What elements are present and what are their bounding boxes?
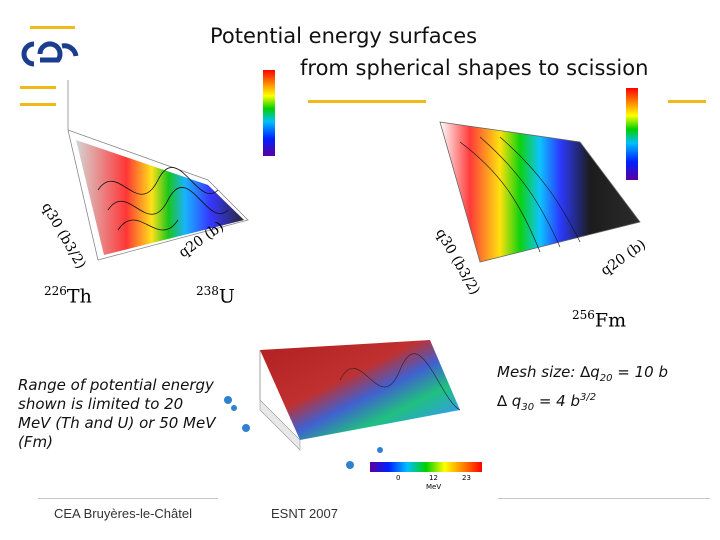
logo-bar-left2: [20, 103, 56, 106]
footer-organization: CEA Bruyères-le-Châtel: [54, 506, 192, 521]
nucleus-label-u: 238U: [196, 284, 235, 308]
nucleus-label-fm: 256Fm: [572, 308, 627, 332]
u-colorbar-tick-0: 0: [396, 474, 401, 482]
u-colorbar-tick-2: 23: [462, 474, 471, 482]
u-colorbar-tick-1: 12: [429, 474, 438, 482]
mesh-size-text: Mesh size: ∆q20 = 10 b ∆ q30 = 4 b3/2: [497, 363, 668, 413]
footer-event: ESNT 2007: [271, 506, 338, 521]
cea-logo: cea: [14, 34, 84, 74]
th-energy-surface-plot: [58, 70, 280, 280]
title-underline-right: [668, 100, 706, 103]
logo-bar-top: [30, 26, 75, 29]
page-title-line2: from spherical shapes to scission: [300, 56, 649, 80]
fm-energy-surface-plot: [420, 82, 660, 282]
u-colorbar: [370, 462, 482, 472]
page-title-line1: Potential energy surfaces: [210, 24, 478, 48]
u-energy-surface-plot: [220, 300, 480, 500]
nucleus-label-th: 226Th: [44, 284, 92, 308]
u-colorbar-unit: MeV: [426, 483, 442, 491]
footer-right-rule: [498, 498, 710, 499]
range-note: Range of potential energy shown is limit…: [18, 376, 216, 451]
footer-left-rule: [38, 498, 218, 499]
logo-bar-bottom: [20, 86, 56, 89]
title-underline: [308, 100, 426, 103]
